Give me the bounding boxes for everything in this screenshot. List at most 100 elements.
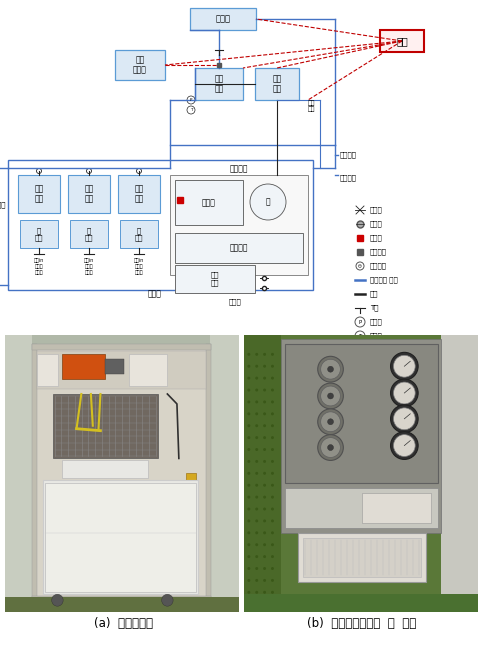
Circle shape (263, 436, 266, 439)
Circle shape (255, 508, 258, 510)
Circle shape (247, 472, 250, 475)
Circle shape (255, 484, 258, 487)
Bar (18, 175, 60, 213)
Circle shape (255, 543, 258, 546)
Circle shape (263, 460, 266, 463)
Circle shape (355, 331, 365, 341)
Text: T: T (358, 334, 362, 339)
Circle shape (394, 435, 415, 456)
Text: 거울링: 거울링 (370, 235, 383, 242)
Circle shape (271, 424, 274, 427)
Bar (357, 235, 363, 241)
Circle shape (247, 389, 250, 391)
Circle shape (271, 555, 274, 558)
Text: 열고
환기: 열고 환기 (134, 184, 143, 203)
Bar (62, 355, 105, 379)
Circle shape (247, 543, 250, 546)
Bar (62, 460, 148, 478)
Circle shape (271, 353, 274, 356)
Bar (190, 8, 256, 30)
Circle shape (263, 448, 266, 451)
Circle shape (247, 484, 250, 487)
Circle shape (137, 169, 142, 173)
Bar (105, 359, 124, 374)
Circle shape (255, 555, 258, 558)
Circle shape (263, 543, 266, 546)
Bar (285, 345, 438, 483)
Bar (31, 345, 212, 351)
Text: 타임
릴레이: 타임 릴레이 (133, 56, 147, 75)
Text: T: T (190, 108, 192, 112)
Circle shape (263, 591, 266, 594)
Circle shape (255, 377, 258, 379)
Circle shape (263, 377, 266, 379)
Text: P: P (358, 320, 362, 324)
Circle shape (271, 377, 274, 379)
Circle shape (255, 436, 258, 439)
Bar (115, 50, 165, 80)
Text: 볼밸브: 볼밸브 (370, 221, 383, 227)
Bar (441, 334, 478, 612)
Circle shape (271, 519, 274, 522)
Bar (31, 596, 212, 602)
Bar (303, 538, 421, 577)
Circle shape (271, 496, 274, 498)
Text: 기상정버: 기상정버 (230, 164, 248, 173)
Text: (a)  응축시스템: (a) 응축시스템 (94, 617, 153, 630)
Circle shape (271, 543, 274, 546)
Text: 기상배율: 기상배율 (340, 152, 357, 159)
Circle shape (394, 382, 415, 404)
Bar (31, 345, 212, 602)
Circle shape (263, 555, 266, 558)
Bar (206, 345, 212, 602)
Circle shape (318, 383, 343, 409)
Circle shape (247, 353, 250, 356)
Circle shape (263, 389, 266, 391)
Bar (175, 180, 243, 225)
Text: 유액시필 호스: 유액시필 호스 (370, 277, 398, 283)
Circle shape (318, 409, 343, 435)
Bar (285, 488, 438, 528)
Bar (170, 175, 308, 275)
Bar (298, 533, 426, 583)
Text: 전원: 전원 (396, 36, 408, 46)
Circle shape (318, 435, 343, 460)
Circle shape (247, 365, 250, 368)
Bar (70, 220, 108, 248)
Text: 열고
환기: 열고 환기 (85, 184, 94, 203)
Circle shape (247, 436, 250, 439)
Text: 배ⓐin
배ⓐ배
ⓑⓐ도: 배ⓐin 배ⓐ배 ⓑⓐ도 (134, 258, 144, 274)
Bar (53, 394, 158, 458)
Circle shape (263, 496, 266, 498)
Circle shape (263, 412, 266, 415)
Circle shape (162, 594, 173, 606)
Text: 컨덴서: 컨덴서 (202, 198, 216, 207)
Circle shape (247, 377, 250, 379)
Bar (380, 30, 424, 52)
Bar (357, 249, 363, 255)
Bar (244, 594, 478, 612)
Circle shape (271, 412, 274, 415)
Circle shape (271, 484, 274, 487)
Text: 개폐밸브: 개폐밸브 (370, 263, 387, 270)
Circle shape (263, 519, 266, 522)
Bar (244, 334, 281, 612)
Circle shape (247, 412, 250, 415)
Circle shape (250, 184, 286, 220)
Circle shape (263, 353, 266, 356)
Circle shape (255, 460, 258, 463)
Bar (68, 175, 110, 213)
Bar (31, 345, 37, 602)
Text: T관: T관 (370, 304, 379, 311)
Bar (118, 175, 160, 213)
Text: 액상배율: 액상배율 (340, 175, 357, 181)
Circle shape (263, 424, 266, 427)
Bar (281, 339, 441, 533)
Bar (129, 355, 168, 386)
Bar (362, 493, 431, 523)
Text: 물
절버: 물 절버 (85, 227, 93, 241)
Text: 솔밸브: 솔밸브 (370, 207, 383, 213)
Circle shape (247, 567, 250, 570)
Circle shape (247, 531, 250, 535)
Circle shape (255, 579, 258, 582)
